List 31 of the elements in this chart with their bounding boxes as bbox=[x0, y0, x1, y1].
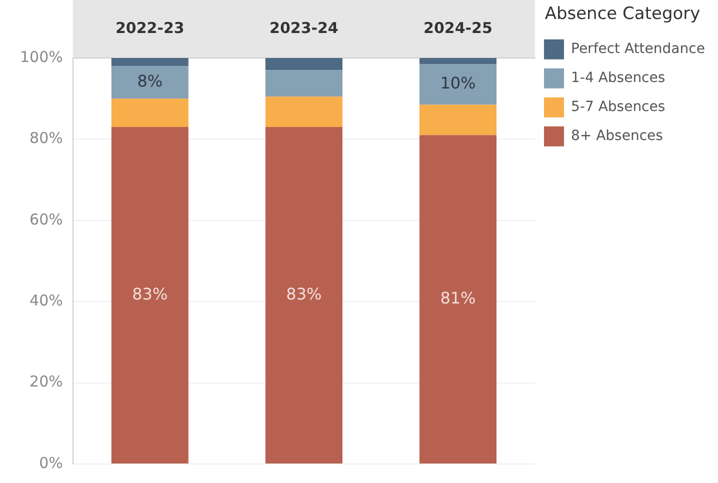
y-tick-label: 60% bbox=[30, 210, 63, 228]
bar bbox=[265, 127, 342, 464]
x-tick-label: 2022-23 bbox=[115, 18, 184, 37]
legend-label: 8+ Absences bbox=[571, 128, 663, 144]
bar bbox=[419, 58, 496, 64]
bar bbox=[265, 96, 342, 128]
legend-label: 5-7 Absences bbox=[571, 99, 666, 116]
data-label: 10% bbox=[440, 74, 476, 93]
legend-label: 1-4 Absences bbox=[571, 70, 666, 86]
bar bbox=[111, 98, 188, 128]
legend-label: Perfect Attendance bbox=[571, 41, 705, 58]
bar bbox=[419, 135, 496, 464]
y-tick-label: 100% bbox=[20, 48, 63, 66]
data-label: 83% bbox=[132, 284, 168, 304]
y-tick-label: 20% bbox=[30, 372, 63, 391]
x-tick-label: 2023-24 bbox=[270, 18, 338, 37]
x-tick-label: 2024-25 bbox=[424, 18, 492, 37]
legend-title: Absence Category bbox=[544, 4, 700, 24]
data-label: 8% bbox=[137, 72, 163, 91]
y-tick-label: 80% bbox=[30, 129, 63, 148]
data-label: 81% bbox=[440, 288, 476, 308]
bar bbox=[265, 58, 342, 70]
bar bbox=[111, 127, 188, 464]
data-label: 83% bbox=[286, 284, 322, 304]
bar bbox=[111, 58, 188, 66]
bar bbox=[419, 104, 496, 136]
bar bbox=[265, 70, 342, 97]
bar bbox=[111, 66, 188, 99]
y-tick-label: 0% bbox=[39, 454, 63, 472]
y-tick-label: 40% bbox=[30, 291, 63, 310]
bar bbox=[419, 64, 496, 105]
